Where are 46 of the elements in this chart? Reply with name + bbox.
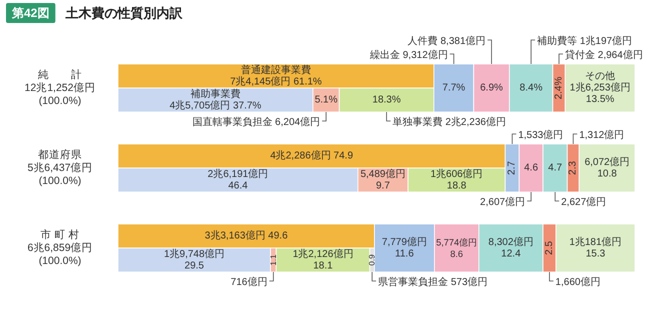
data-label: 普通建設事業費 7兆4,145億円 61.1% <box>230 64 322 88</box>
data-label: 補助事業費 4兆5,705億円 37.7% <box>170 88 262 112</box>
data-label: 8,302億円 12.4 <box>488 236 534 260</box>
annotation: 2,627億円 <box>561 196 606 208</box>
text: 第42図 <box>11 6 50 20</box>
data-label: 18.3% <box>372 94 401 106</box>
annotation: 県営事業負担金 573億円 <box>378 276 488 288</box>
data-label: 5.1% <box>314 94 338 106</box>
annotation: 貸付金 2,964億円 <box>565 49 643 61</box>
annotation: 716億円 <box>230 276 268 288</box>
data-label: 3兆3,163億円 49.6 <box>204 230 288 242</box>
data-label: 5,489億円 9.7 <box>360 168 406 192</box>
data-label: 1兆606億円 18.8 <box>430 168 483 192</box>
data-label: 5,774億円 8.6 <box>436 237 478 259</box>
data-label: 7.7% <box>442 82 466 94</box>
annotation: 繰出金 9,312億円 <box>368 49 448 61</box>
data-label: 6.9% <box>480 82 504 94</box>
data-label: 7,779億円 11.6 <box>382 236 427 260</box>
chart-title: 土木費の性質別内訳 <box>64 6 184 20</box>
data-label: 1兆2,126億円 18.1 <box>292 248 354 272</box>
data-label: 0.9 <box>368 254 377 266</box>
y-tick-label: 市 町 村 6兆6,859億円 (100.0%) <box>27 228 93 267</box>
data-label: 4.6 <box>524 162 538 174</box>
annotation: 国直轄事業負担金 6,204億円 <box>192 116 320 128</box>
data-label: 2.7 <box>506 160 518 175</box>
text: 人件費 8,381億円 <box>408 35 486 47</box>
data-label: 2.4% <box>554 76 564 100</box>
data-label: その他 1兆6,253億円 13.5% <box>570 70 630 105</box>
annotation: 1,533億円 <box>518 129 564 141</box>
annotation: 単独事業費 2兆2,236億円 <box>392 116 506 128</box>
data-label: 2兆6,191億円 46.4 <box>208 168 268 192</box>
data-label: 1兆9,748億円 29.5 <box>164 248 225 272</box>
data-label: 1兆181億円 15.3 <box>569 236 622 260</box>
data-label: 8.4% <box>520 82 543 94</box>
annotation: 1,312億円 <box>579 129 624 141</box>
data-label: 2.3 <box>568 160 579 175</box>
text: 補助費等 1兆197億円 <box>537 35 632 47</box>
data-label: 2.5 <box>544 240 555 255</box>
data-label: 1.1 <box>268 254 278 266</box>
annotation: 1,660億円 <box>555 276 600 288</box>
data-label: 6,072億円 10.8 <box>584 156 630 180</box>
data-label: 4.7 <box>548 162 563 174</box>
y-tick-label: 純 計 12兆1,252億円 (100.0%) <box>24 68 96 107</box>
annotation: 2,607億円 <box>480 196 526 208</box>
y-tick-label: 都道府県 5兆6,437億円 (100.0%) <box>27 148 93 187</box>
data-label: 4兆2,286億円 74.9 <box>270 150 354 162</box>
